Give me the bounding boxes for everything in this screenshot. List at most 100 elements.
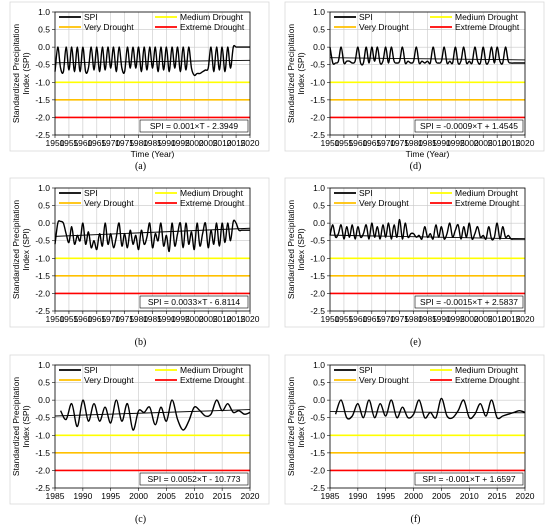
y-tick-label: 0.0 [38, 395, 50, 405]
x-tick-label: 1965 [87, 314, 106, 324]
panel-caption: (b) [135, 337, 147, 348]
y-tick-label: -2.0 [35, 288, 50, 298]
y-tick-label: 0.0 [38, 218, 50, 228]
legend-spi-label: SPI [359, 188, 373, 198]
y-tick-label: -2.5 [310, 130, 325, 140]
y-tick-label: -1.0 [310, 77, 325, 87]
trend-line [54, 409, 251, 417]
legend-medium-drought-label: Medium Drought [180, 188, 243, 198]
y-tick-label: -2.0 [310, 465, 325, 475]
y-tick-label: 0.0 [313, 42, 325, 52]
x-tick-label: 1990 [348, 491, 367, 501]
trend-equation: SPI = 0.0033×T - 6.8114 [148, 297, 241, 307]
x-tick-label: 2020 [241, 314, 260, 324]
trend-equation: SPI = -0.001×T + 1.6597 [422, 474, 515, 484]
legend-very-drought-label: Very Drought [359, 198, 409, 208]
y-tick-label: 0.5 [313, 201, 325, 211]
legend-very-drought-label: Very Drought [359, 375, 409, 385]
y-tick-label: -1.5 [310, 271, 325, 281]
x-tick-label: 2010 [460, 491, 479, 501]
x-tick-label: 1985 [321, 491, 340, 501]
x-tick-label: 2010 [488, 138, 507, 148]
legend-medium-drought-label: Medium Drought [180, 12, 243, 22]
x-tick-label: 2010 [213, 138, 232, 148]
legend-extreme-drought-label: Extreme Drought [180, 198, 245, 208]
x-axis-title: Time (Year) [406, 149, 450, 159]
plot-border [329, 187, 526, 312]
legend-very-drought-label: Very Drought [84, 375, 134, 385]
plot-border [54, 187, 251, 312]
y-axis-title: Index (SPI) [21, 405, 31, 448]
y-tick-label: -1.0 [35, 77, 50, 87]
y-tick-label: 0.0 [38, 42, 50, 52]
y-tick-label: -0.5 [35, 60, 50, 70]
y-axis-title: Standardized Precipitation [286, 377, 296, 477]
y-axis-title: Standardized Precipitation [286, 24, 296, 124]
plot-border [54, 11, 251, 136]
x-tick-label: 2005 [432, 491, 451, 501]
x-tick-label: 2000 [460, 314, 479, 324]
equation-box [414, 119, 524, 133]
legend-medium-drought-label: Medium Drought [455, 365, 518, 375]
y-tick-label: 1.0 [313, 7, 325, 17]
y-axis-title: Standardized Precipitation [11, 24, 21, 124]
x-tick-label: 2015 [227, 314, 246, 324]
x-tick-label: 2000 [404, 491, 423, 501]
y-tick-label: 0.5 [38, 25, 50, 35]
spi-series-line [329, 46, 525, 66]
panel-caption: (a) [135, 161, 146, 172]
y-tick-label: -2.0 [35, 112, 50, 122]
y-tick-label: -1.5 [35, 448, 50, 458]
x-tick-label: 2020 [241, 491, 260, 501]
x-tick-label: 1980 [129, 314, 148, 324]
chart-panel: 1.00.50.0-0.5-1.0-1.5-2.0-2.519501955196… [284, 177, 545, 348]
y-tick-label: -1.0 [35, 253, 50, 263]
legend-extreme-drought-label: Extreme Drought [455, 22, 520, 32]
x-tick-label: 1965 [362, 138, 381, 148]
x-tick-label: 1960 [73, 138, 92, 148]
legend-extreme-drought-label: Extreme Drought [455, 198, 520, 208]
x-tick-label: 1955 [59, 138, 78, 148]
equation-box [139, 119, 249, 133]
y-tick-label: -2.0 [35, 465, 50, 475]
x-tick-label: 2020 [516, 314, 535, 324]
panel-caption: (d) [410, 161, 422, 172]
x-tick-label: 1990 [157, 138, 176, 148]
trend-equation: SPI = -0.0015×T + 2.5837 [420, 297, 518, 307]
y-tick-label: 0.0 [313, 395, 325, 405]
y-tick-label: -1.0 [35, 430, 50, 440]
y-tick-label: 0.5 [313, 378, 325, 388]
x-tick-label: 1970 [101, 314, 120, 324]
x-tick-label: 1970 [101, 138, 120, 148]
y-tick-label: 0.5 [38, 378, 50, 388]
y-axis-title: Index (SPI) [296, 405, 306, 448]
legend-medium-drought-label: Medium Drought [455, 12, 518, 22]
y-tick-label: -1.5 [310, 448, 325, 458]
legend-very-drought-label: Very Drought [359, 22, 409, 32]
x-tick-label: 2005 [157, 491, 176, 501]
x-tick-label: 2005 [474, 138, 493, 148]
legend-very-drought-label: Very Drought [84, 198, 134, 208]
x-tick-label: 1995 [376, 491, 395, 501]
x-tick-label: 1975 [115, 314, 134, 324]
spi-series-line [54, 44, 250, 77]
plot-border [329, 11, 526, 136]
x-tick-label: 2000 [185, 138, 204, 148]
y-tick-label: -0.5 [35, 413, 50, 423]
x-tick-label: 1985 [46, 491, 65, 501]
legend-medium-drought-label: Medium Drought [455, 188, 518, 198]
y-tick-label: 0.0 [313, 218, 325, 228]
x-tick-label: 1985 [418, 138, 437, 148]
x-tick-label: 1970 [376, 314, 395, 324]
x-tick-label: 1980 [404, 314, 423, 324]
y-tick-label: -1.5 [35, 95, 50, 105]
y-tick-label: 0.5 [38, 201, 50, 211]
y-tick-label: 1.0 [313, 360, 325, 370]
chart-panel: 1.00.50.0-0.5-1.0-1.5-2.0-2.519501955196… [9, 177, 270, 348]
y-tick-label: -0.5 [310, 60, 325, 70]
x-tick-label: 2000 [129, 491, 148, 501]
x-tick-label: 1950 [321, 138, 340, 148]
x-tick-label: 1990 [73, 491, 92, 501]
x-tick-label: 2010 [213, 314, 232, 324]
plot-border [54, 364, 251, 489]
